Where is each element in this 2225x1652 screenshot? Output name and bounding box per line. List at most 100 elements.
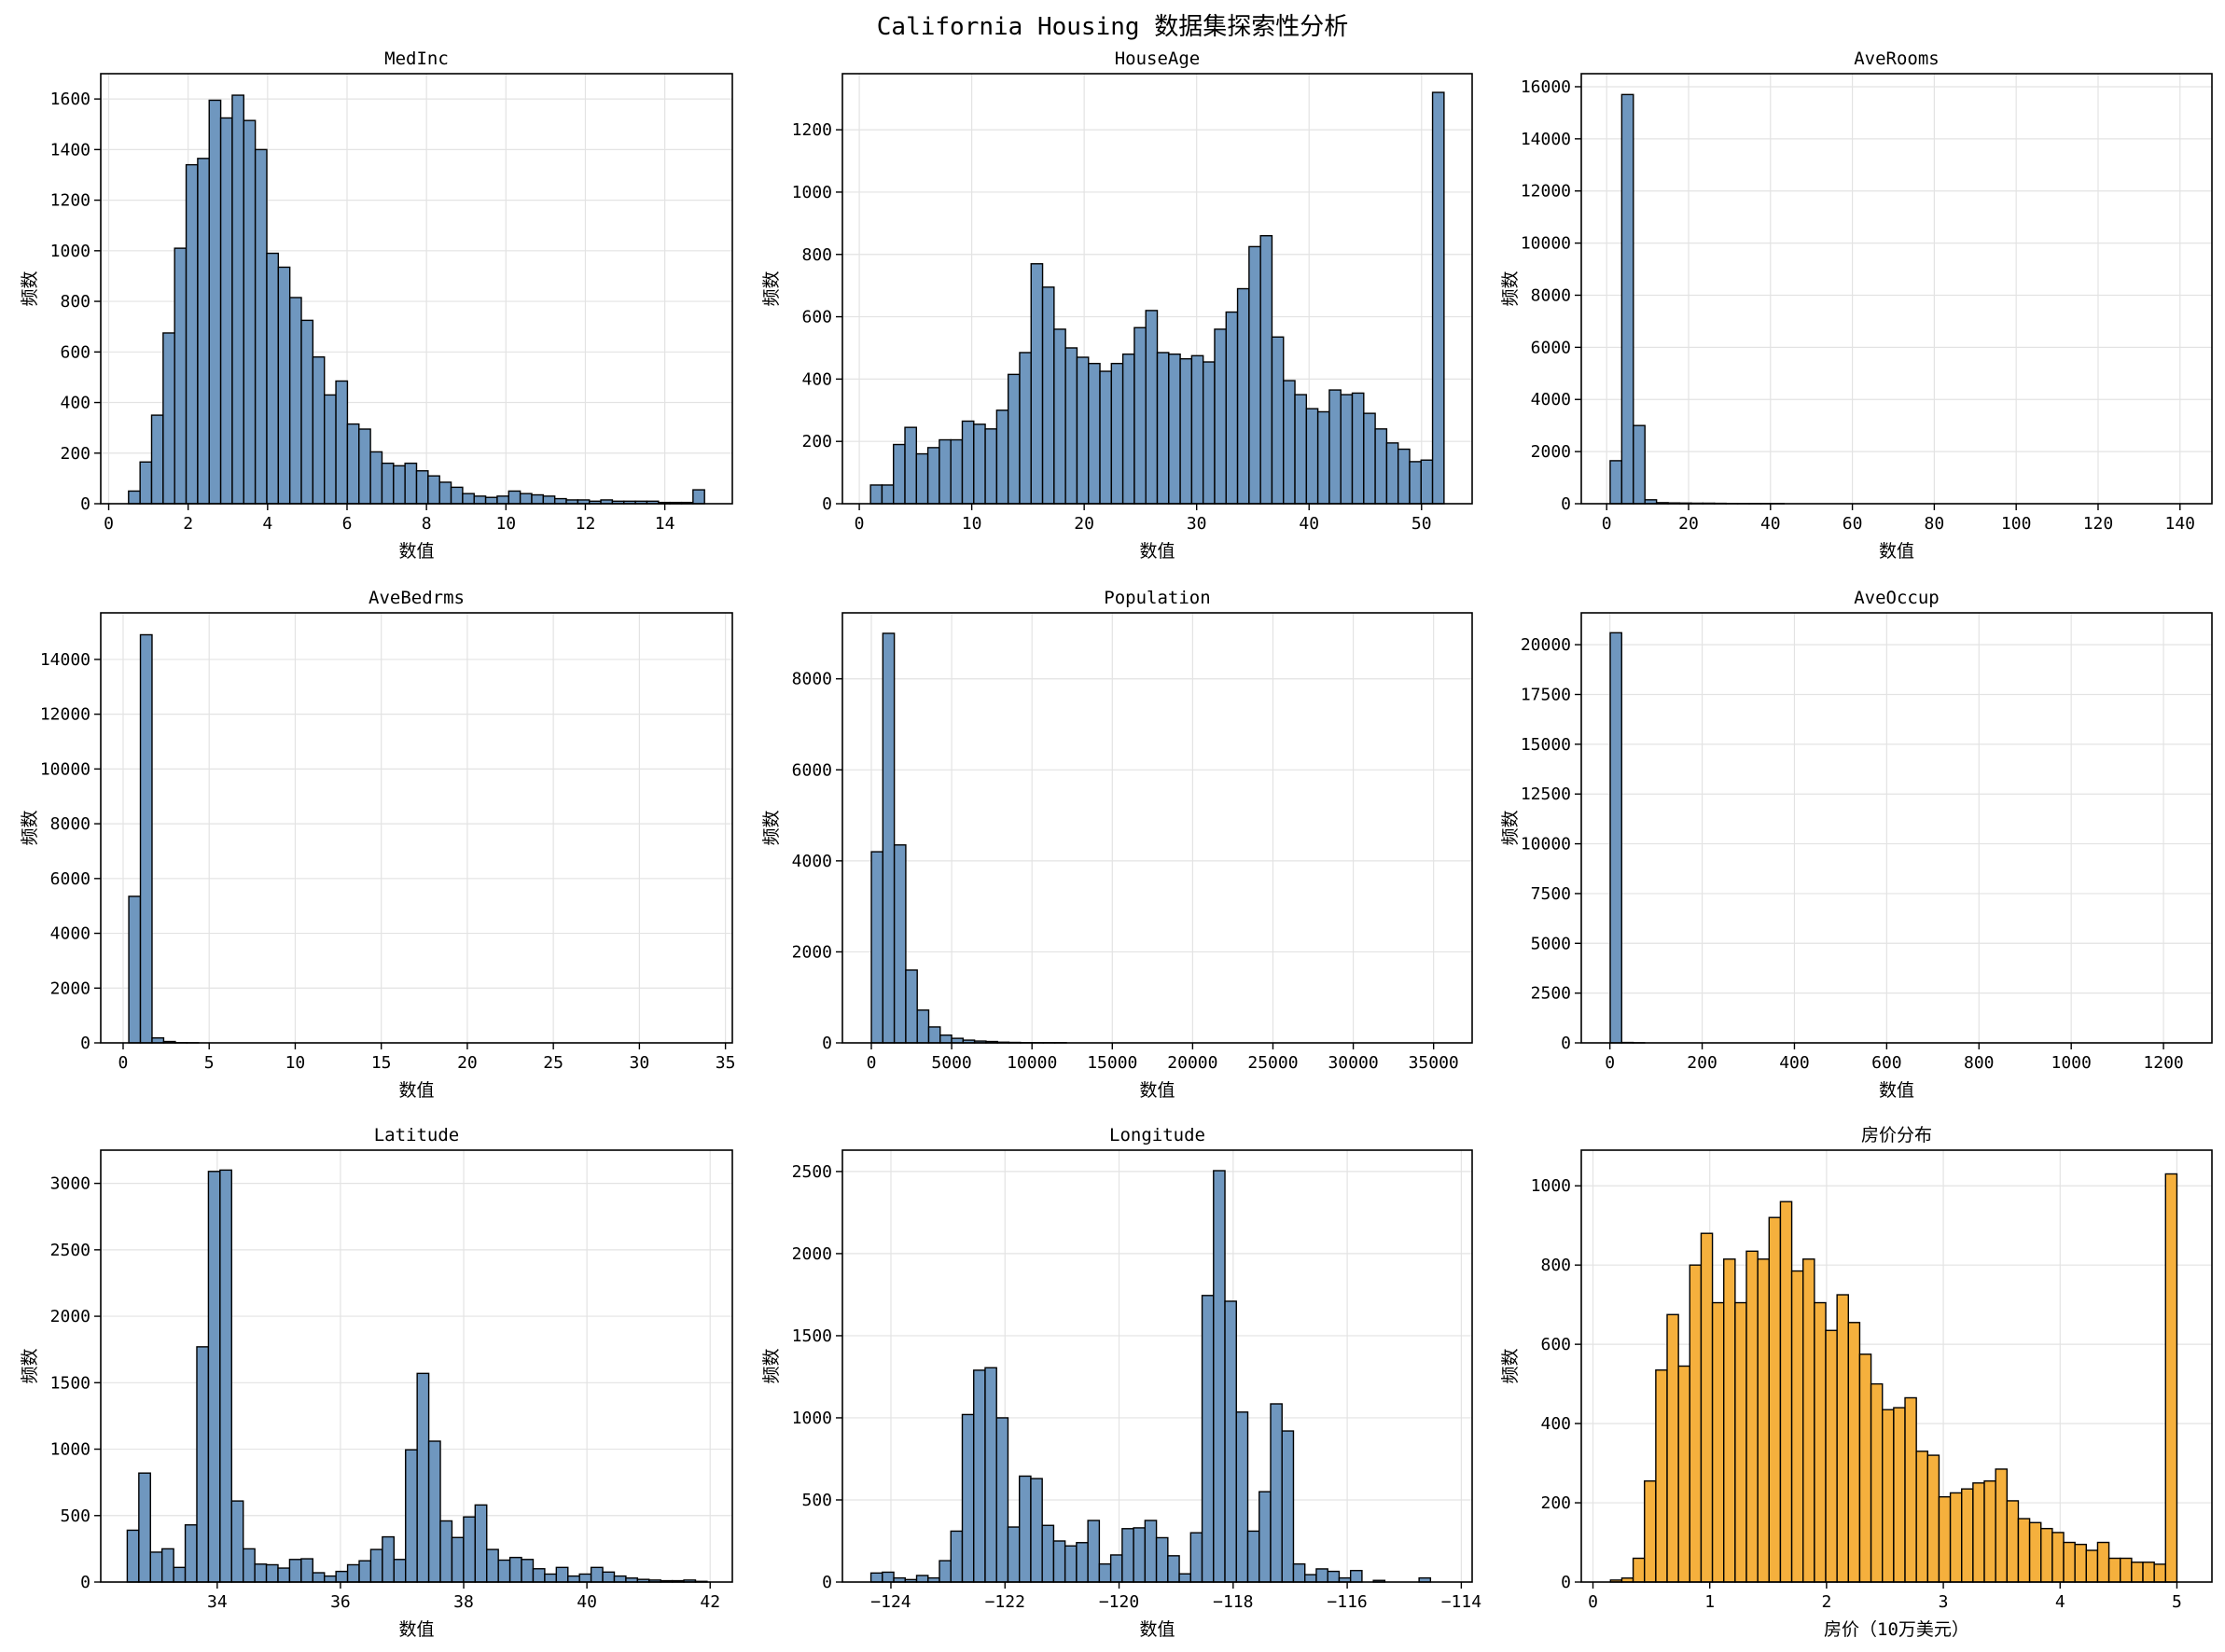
histogram-bar [1609, 460, 1623, 505]
histogram-bar [1133, 1527, 1147, 1583]
histogram-bar [1904, 1396, 1917, 1583]
y-tick-label: 12500 [1521, 784, 1571, 804]
x-tick-label: 42 [700, 1592, 720, 1612]
x-tick-label: −124 [870, 1592, 911, 1612]
histogram-bar [1893, 1407, 1906, 1583]
histogram-bar [1397, 448, 1411, 505]
histogram-bar [1882, 1409, 1895, 1583]
y-tick-label: 4000 [1531, 390, 1571, 410]
histogram-bar [219, 1169, 232, 1583]
histogram-bar [463, 1516, 477, 1583]
histogram-bar [265, 1563, 279, 1583]
y-tick-label: 2000 [1531, 442, 1571, 462]
subplot-6: 0 200 400 600 800 1000 1200 0 2500 5000 7500 10000 1… [1500, 588, 2213, 1101]
y-tick-label: 1500 [792, 1326, 832, 1346]
subplot-3: 0 20 40 60 80 100 120 140 0 2000 4000 6000 8000 10000… [1500, 49, 2213, 562]
axes-frame [1580, 1149, 2213, 1583]
y-tick-label: 2500 [50, 1241, 90, 1260]
histogram-bar [1155, 1536, 1169, 1583]
histogram-bar [1328, 389, 1342, 505]
histogram-bar [427, 475, 440, 505]
x-tick-label: 5000 [931, 1053, 971, 1073]
histogram-bar [1632, 1557, 1646, 1583]
histogram-bar [1790, 1270, 1804, 1583]
histogram-bar [160, 1548, 174, 1583]
x-tick-label: 1 [1704, 1592, 1715, 1612]
x-axis-label: 数值 [1139, 1619, 1175, 1640]
y-tick-label: 2000 [50, 1307, 90, 1326]
histogram-bar [1689, 1264, 1703, 1583]
histogram-bar [1179, 357, 1193, 505]
y-tick-label: 12000 [1521, 182, 1571, 201]
histogram-bar [473, 495, 487, 505]
y-tick-label: 4000 [792, 852, 832, 871]
histogram-bar [1847, 1322, 1861, 1583]
x-tick-label: 1000 [2051, 1053, 2091, 1073]
histogram-bar [382, 1535, 395, 1583]
x-tick-label: 10 [962, 514, 982, 534]
histogram-bar [1099, 370, 1113, 505]
x-tick-label: 2 [183, 514, 193, 534]
histogram-bar [1064, 1545, 1078, 1583]
x-tick-label: 0 [867, 1053, 877, 1073]
y-tick-label: 1000 [50, 242, 90, 261]
x-tick-label: 40 [577, 1592, 597, 1612]
histogram-bar [1246, 1530, 1260, 1583]
histogram-bar [1315, 1568, 1328, 1583]
x-tick-label: 20 [1074, 514, 1094, 534]
y-axis-label: 频数 [1500, 1348, 1521, 1383]
histogram-bar [2085, 1549, 2099, 1583]
histogram-bar [961, 1413, 975, 1583]
histogram-bar [939, 438, 952, 505]
histogram-bar [1064, 347, 1078, 505]
histogram-bar [2131, 1562, 2144, 1583]
histogram-bar [139, 461, 153, 505]
histogram-bar [219, 117, 233, 505]
y-axis-label: 频数 [1500, 271, 1521, 306]
histogram-bar [254, 1563, 268, 1583]
y-tick-label: 1000 [50, 1440, 90, 1460]
x-tick-label: 0 [104, 514, 114, 534]
y-tick-label: 1000 [792, 183, 832, 202]
histogram-bar [692, 489, 705, 505]
histogram-bar [2040, 1527, 2053, 1583]
x-tick-label: 0 [1605, 1053, 1615, 1073]
histogram-bar [439, 1520, 453, 1583]
histogram-bar [532, 1568, 546, 1583]
histogram-bar [508, 490, 521, 505]
histogram-bar [196, 1346, 210, 1583]
y-tick-label: 200 [60, 444, 90, 464]
histogram-bar [1983, 1479, 1996, 1583]
histogram-bar [484, 496, 498, 505]
y-tick-label: 1200 [792, 120, 832, 140]
histogram-bar [358, 1560, 372, 1583]
subplot-title: Longitude [1109, 1125, 1205, 1145]
histogram-bar [905, 969, 918, 1044]
histogram-bar [496, 495, 509, 505]
histogram-bar [1168, 353, 1181, 505]
histogram-bar [1779, 1201, 1793, 1583]
y-axis-label: 频数 [20, 1348, 40, 1383]
histogram-bar [1076, 1542, 1089, 1583]
histogram-bar [173, 1566, 187, 1583]
x-tick-label: 1200 [2143, 1053, 2183, 1073]
x-tick-label: 600 [1871, 1053, 1902, 1073]
x-tick-label: 20 [457, 1053, 478, 1073]
y-tick-label: 4000 [50, 924, 90, 944]
y-tick-label: 600 [60, 342, 90, 362]
histogram-bar [497, 1559, 511, 1583]
subplot-2: 0 10 20 30 40 50 0 200 400 600 800 1000 1200 HouseAge… [761, 49, 1473, 562]
histogram-bar [2006, 1500, 2020, 1583]
histogram-bar [1351, 392, 1365, 505]
y-tick-label: 400 [60, 394, 90, 413]
histogram-bar [1972, 1482, 1985, 1583]
histogram-bar [1121, 1528, 1134, 1583]
histogram-bar [474, 1504, 488, 1583]
y-tick-label: 0 [1561, 1034, 1571, 1053]
histogram-bar [1385, 442, 1399, 505]
histogram-bar [1271, 336, 1285, 505]
histogram-bar [1190, 354, 1204, 505]
histogram-bar [1825, 1329, 1838, 1583]
subplot-title: AveOccup [1854, 588, 1940, 608]
x-axis-label: 数值 [1139, 1080, 1175, 1101]
